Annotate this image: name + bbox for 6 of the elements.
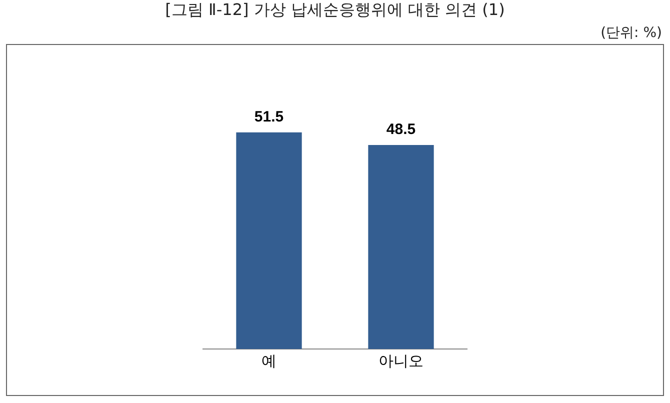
x-tick-label: 예 [262,352,276,370]
data-label: 51.5 [254,108,284,126]
data-label: 48.5 [386,120,416,138]
x-tick-label: 아니오 [378,352,424,370]
chart-title: [그림 Ⅱ-12] 가상 납세순응행위에 대한 의견 (1) [164,0,506,20]
text: (단위: %) [600,24,662,42]
